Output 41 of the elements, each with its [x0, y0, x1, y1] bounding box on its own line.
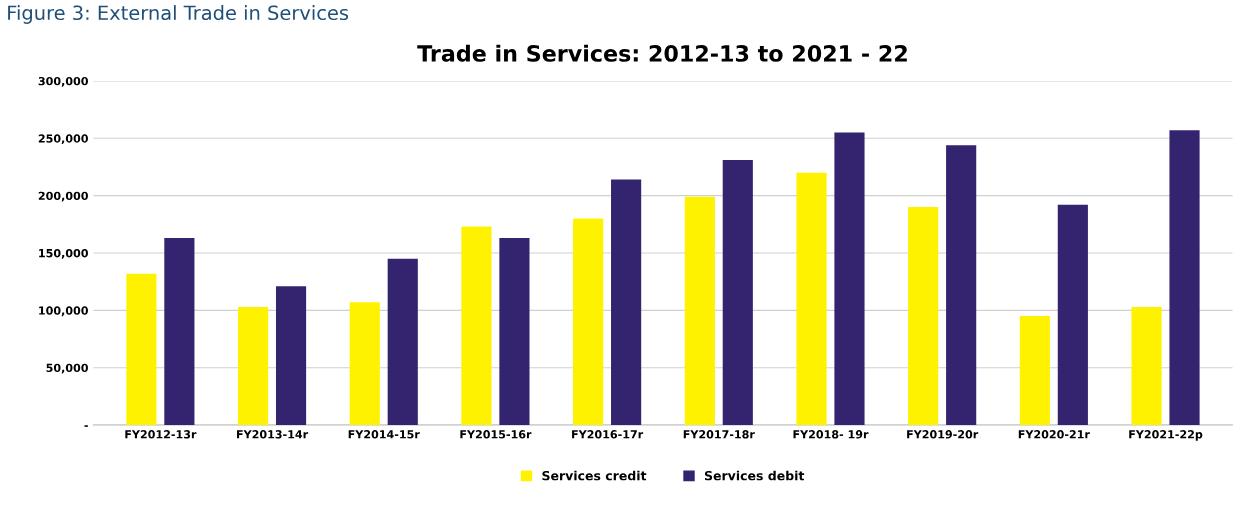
bar	[684, 196, 715, 426]
bar	[461, 226, 492, 426]
bar	[796, 172, 827, 426]
x-tick-label: FY2016-17r	[572, 430, 644, 439]
y-tick-label: 150,000	[39, 248, 88, 259]
bar	[573, 218, 604, 426]
bar	[722, 160, 753, 426]
y-tick-label: -	[84, 425, 88, 427]
bar	[349, 302, 380, 426]
bar	[164, 238, 195, 426]
x-tick-label: FY2012-13r	[125, 430, 197, 439]
bar	[1169, 130, 1200, 426]
bar	[1057, 204, 1088, 426]
bar	[275, 286, 307, 426]
y-tick-label: 50,000	[46, 363, 88, 374]
legend-label: Services debit	[704, 470, 805, 481]
x-tick-label: FY2021-22p	[1129, 430, 1203, 441]
bar	[499, 238, 530, 426]
x-tick-label: FY2013-14r	[237, 430, 309, 439]
x-tick-label: FY2017-18r	[683, 430, 755, 439]
bar	[611, 179, 642, 426]
bar	[1131, 306, 1162, 426]
x-tick-label: FY2018- 19r	[793, 430, 869, 439]
x-tick-label: FY2015-16r	[460, 430, 532, 439]
legend-label: Services credit	[542, 470, 647, 481]
y-tick-label: 200,000	[38, 191, 88, 202]
bar	[238, 306, 269, 426]
y-tick-label: 250,000	[38, 134, 88, 145]
y-tick-label: 300,000	[38, 76, 88, 87]
caption: Figure 3: External Trade in Services	[8, 5, 349, 24]
bar	[1019, 316, 1050, 426]
bar	[946, 145, 977, 426]
bar	[908, 207, 939, 426]
bar	[126, 273, 157, 426]
y-tick-label: 100,000	[39, 306, 88, 317]
x-tick-label: FY2014-15r	[348, 430, 420, 439]
x-tick-label: FY2019-20r	[907, 430, 979, 439]
chart-title: Trade in Services: 2012-13 to 2021 - 22	[417, 44, 907, 62]
x-tick-label: FY2020-21r	[1018, 430, 1090, 439]
bar	[387, 258, 418, 426]
bar	[834, 132, 865, 426]
